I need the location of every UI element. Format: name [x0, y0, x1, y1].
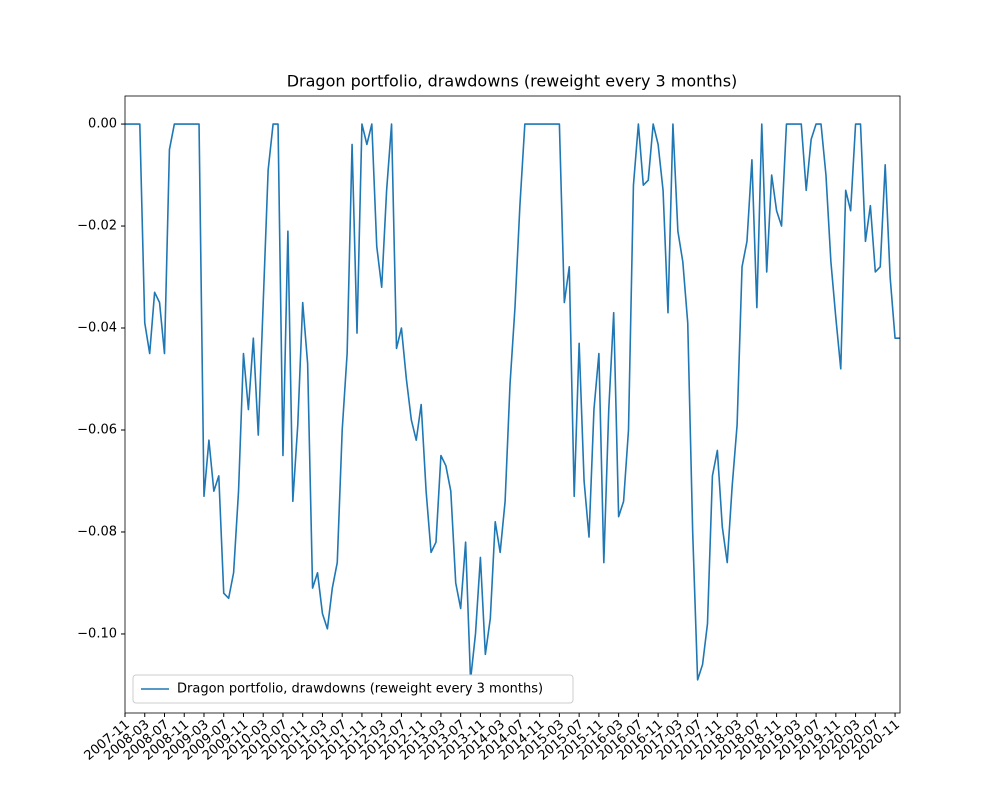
legend: Dragon portfolio, drawdowns (reweight ev…: [132, 674, 574, 704]
y-tick-label: −0.10: [77, 626, 117, 641]
plot-frame: [124, 95, 901, 714]
y-tick-label: −0.04: [77, 321, 117, 336]
legend-box: [132, 674, 574, 704]
line-series: [125, 123, 900, 681]
chart-title: Dragon portfolio, drawdowns (reweight ev…: [287, 72, 738, 91]
y-tick-label: −0.02: [77, 219, 117, 234]
y-tick-label: −0.06: [77, 422, 117, 437]
y-tick-label: 0.00: [88, 117, 117, 132]
y-tick-label: −0.08: [77, 524, 117, 539]
legend-label: Dragon portfolio, drawdowns (reweight ev…: [177, 682, 543, 697]
